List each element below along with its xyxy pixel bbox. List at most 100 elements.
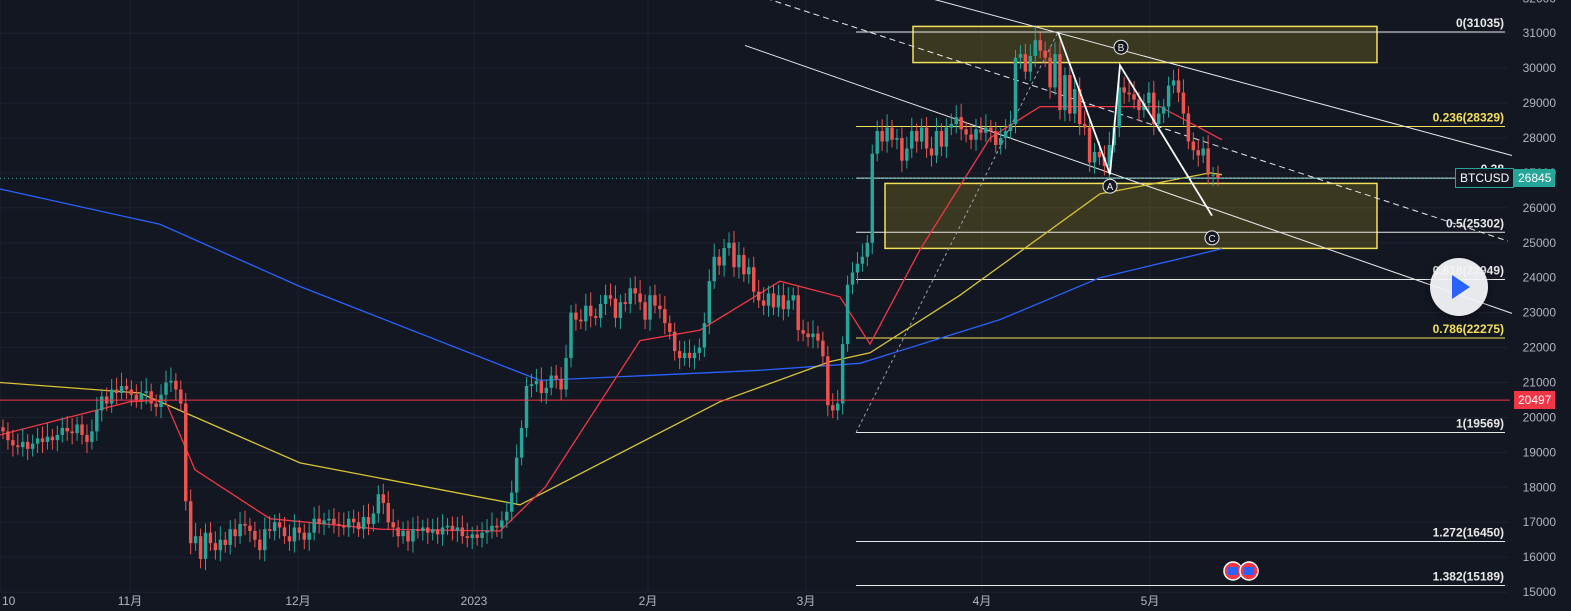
candle-body [35,438,40,444]
wave-label-b [1113,39,1129,55]
candle-body [1073,89,1077,114]
candle-body [628,288,632,304]
ma-blue-line [0,188,1223,382]
x-tick-label: 10 [2,594,16,608]
candle-body [589,305,593,317]
y-tick-label: 17000 [1523,515,1557,529]
candle-body [70,431,74,434]
play-button[interactable] [1430,258,1488,316]
candle-body [307,532,311,540]
candle-body [248,525,252,531]
candle-body [1023,54,1028,72]
candle-body [1117,87,1121,128]
candle-body [376,494,381,514]
wave-path [1057,31,1213,217]
candle-body [544,387,549,393]
candle-body [238,523,242,537]
candle-body [149,391,153,404]
symbol-tag: BTCUSD [1455,168,1515,189]
candle-body [633,288,637,294]
candle-body [593,316,598,318]
candle-body [574,312,578,320]
candle-body [351,518,356,523]
y-tick-label: 25000 [1523,236,1557,250]
candle-body [391,522,395,528]
candle-body [1082,124,1087,128]
candle-body [579,319,583,322]
candle-body [460,527,465,537]
candle-body [159,394,163,407]
candle-body [692,352,697,359]
candle-body [1,427,5,432]
candle-body [890,127,894,140]
candle-body [707,281,712,324]
candle-body [342,525,346,528]
y-tick-label: 20000 [1523,410,1557,424]
candle-body [771,293,776,308]
candle-body [900,138,904,161]
candle-body [845,284,850,345]
candle-body [816,333,820,341]
candle-body [337,523,341,526]
candle-body [277,522,282,528]
dashed-trend-line [769,0,1509,242]
y-tick-label: 28000 [1523,131,1557,145]
candle-body [500,520,504,528]
candle-body [302,532,307,540]
candle-body [45,436,50,442]
candle-body [1171,80,1176,86]
candle-body [791,295,795,301]
candle-body [648,295,652,320]
candle-body [475,534,479,538]
candle-body [450,525,455,531]
candle-body [21,441,25,448]
candle-body [1053,54,1057,88]
candle-body [287,536,292,542]
candle-body [1196,150,1200,156]
candle-body [643,302,647,320]
y-tick-label: 32000 [1523,0,1557,5]
y-tick-label: 24000 [1523,271,1557,285]
candle-body [406,530,410,542]
wave-label-c [1204,230,1220,246]
channel-upper-line [934,0,1513,156]
candle-body [979,129,983,133]
candle-body [119,386,124,393]
candle-body [1216,174,1220,179]
candle-body [1008,124,1013,132]
candle-body [569,312,573,359]
candle-body [40,438,45,442]
candle-body [455,527,460,531]
candle-body [144,391,148,393]
candle-body [914,131,919,142]
candle-body [584,305,588,322]
x-tick-label: 4月 [973,594,992,608]
x-tick-label: 2月 [639,594,658,608]
candle-body [218,539,223,551]
demand-zone [884,182,1378,250]
candle-body [747,267,751,275]
candle-body [514,457,519,493]
candle-body [534,380,539,385]
candle-body [638,293,642,303]
candle-body [880,131,884,142]
candle-body [682,352,687,359]
candle-body [840,344,845,404]
candle-body [929,148,934,156]
candle-body [1191,141,1196,151]
candle-body [663,309,667,324]
candle-body [712,256,716,282]
event-flag-inner [1228,567,1238,575]
candle-body [1211,174,1215,176]
candle-body [282,527,287,537]
candle-body [75,424,79,434]
y-tick-label: 21000 [1523,376,1557,390]
candle-body [539,380,544,393]
candle-body [1028,55,1033,72]
candle-body [100,396,104,411]
candle-body [776,295,781,308]
candle-body [969,134,973,140]
candle-body [174,380,178,390]
